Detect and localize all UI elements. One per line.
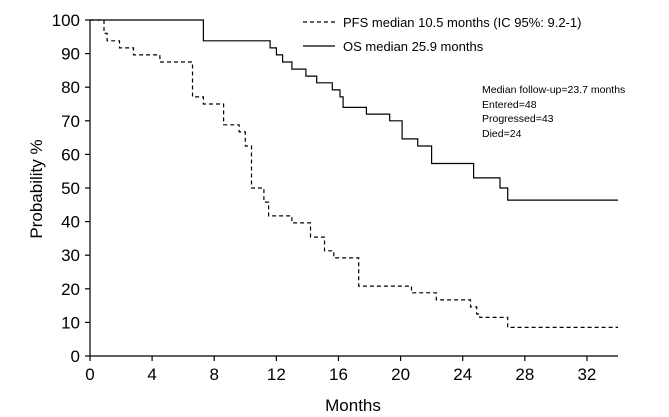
annotation-entered: Entered=48 xyxy=(482,99,537,111)
y-axis-title: Probability % xyxy=(27,139,46,238)
legend-label-os: OS median 25.9 months xyxy=(343,39,484,54)
x-tick-label-32: 32 xyxy=(577,365,596,384)
y-tick-label-20: 20 xyxy=(61,280,80,299)
x-tick-label-0: 0 xyxy=(85,365,94,384)
y-tick-label-80: 80 xyxy=(61,78,80,97)
annotation-progressed: Progressed=43 xyxy=(482,113,554,125)
y-tick-label-100: 100 xyxy=(52,11,80,30)
annotation-block: Median follow-up=23.7 months Entered=48 … xyxy=(482,84,625,140)
axes: 0 4 8 12 16 20 24 28 32 0 10 20 30 40 50 60 70 80 90 100 xyxy=(52,11,618,384)
x-tick-label-20: 20 xyxy=(391,365,410,384)
annotation-died: Died=24 xyxy=(482,128,522,140)
annotation-follow-up: Median follow-up=23.7 months xyxy=(482,84,625,96)
x-tick-label-24: 24 xyxy=(453,365,472,384)
legend-label-pfs: PFS median 10.5 months (IC 95%: 9.2-1) xyxy=(343,15,581,30)
y-tick-label-70: 70 xyxy=(61,112,80,131)
y-tick-label-50: 50 xyxy=(61,179,80,198)
series-layer xyxy=(90,19,618,328)
x-tick-label-4: 4 xyxy=(147,365,156,384)
x-tick-label-16: 16 xyxy=(329,365,348,384)
y-tick-label-90: 90 xyxy=(61,45,80,64)
x-tick-label-28: 28 xyxy=(515,365,534,384)
x-tick-label-8: 8 xyxy=(210,365,219,384)
y-tick-label-0: 0 xyxy=(71,347,80,366)
legend: PFS median 10.5 months (IC 95%: 9.2-1) O… xyxy=(303,15,581,54)
y-tick-label-60: 60 xyxy=(61,145,80,164)
pfs-survival-curve xyxy=(90,19,618,328)
y-tick-label-40: 40 xyxy=(61,213,80,232)
x-tick-label-12: 12 xyxy=(267,365,286,384)
os-survival-curve xyxy=(90,19,618,201)
y-tick-label-30: 30 xyxy=(61,246,80,265)
y-tick-label-10: 10 xyxy=(61,313,80,332)
x-axis-title: Months xyxy=(325,396,381,415)
